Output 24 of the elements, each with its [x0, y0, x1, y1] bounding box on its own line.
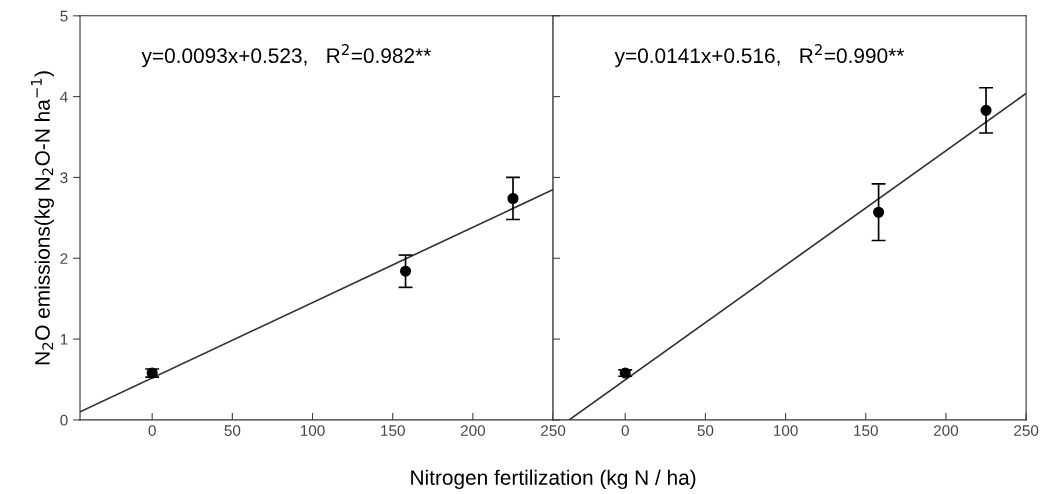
- y-tick-label: 4: [60, 91, 68, 103]
- y-tick-label: 0: [60, 414, 68, 426]
- x-tick-label: 100: [774, 425, 798, 436]
- x-tick-label: 200: [933, 425, 959, 436]
- x-tick-label: 250: [1014, 425, 1039, 436]
- x-tick-label: 150: [381, 425, 405, 436]
- x-tick-label: 200: [460, 425, 486, 436]
- y-tick-label: 1: [60, 334, 68, 345]
- x-axis-title: Nitrogen fertilization (kg N / ha): [411, 469, 696, 490]
- y-tick-label: 2: [60, 253, 68, 264]
- point: [399, 265, 412, 277]
- point: [507, 192, 519, 205]
- x-tick-label: 0: [621, 425, 629, 436]
- x-tick-label: 100: [300, 425, 325, 436]
- x-tick-label: 50: [224, 425, 241, 436]
- x-tick-label: 0: [148, 425, 156, 436]
- y-tick-label: 5: [60, 10, 68, 22]
- x-tick-label: 50: [697, 425, 714, 436]
- x-tick-label: 150: [854, 425, 878, 436]
- y-axis-title: N$_{2}$O emissions(kg N$_{2}$O-N ha$^{−1}$): [31, 71, 54, 365]
- y-tick-label: 3: [60, 172, 68, 184]
- x-tick-label: 250: [541, 425, 566, 436]
- annotation: y=0.0093x+0.523, R$^{2}$=0.982**: [141, 44, 431, 68]
- annotation: y=0.0141x+0.516, R$^{2}$=0.990**: [614, 44, 905, 68]
